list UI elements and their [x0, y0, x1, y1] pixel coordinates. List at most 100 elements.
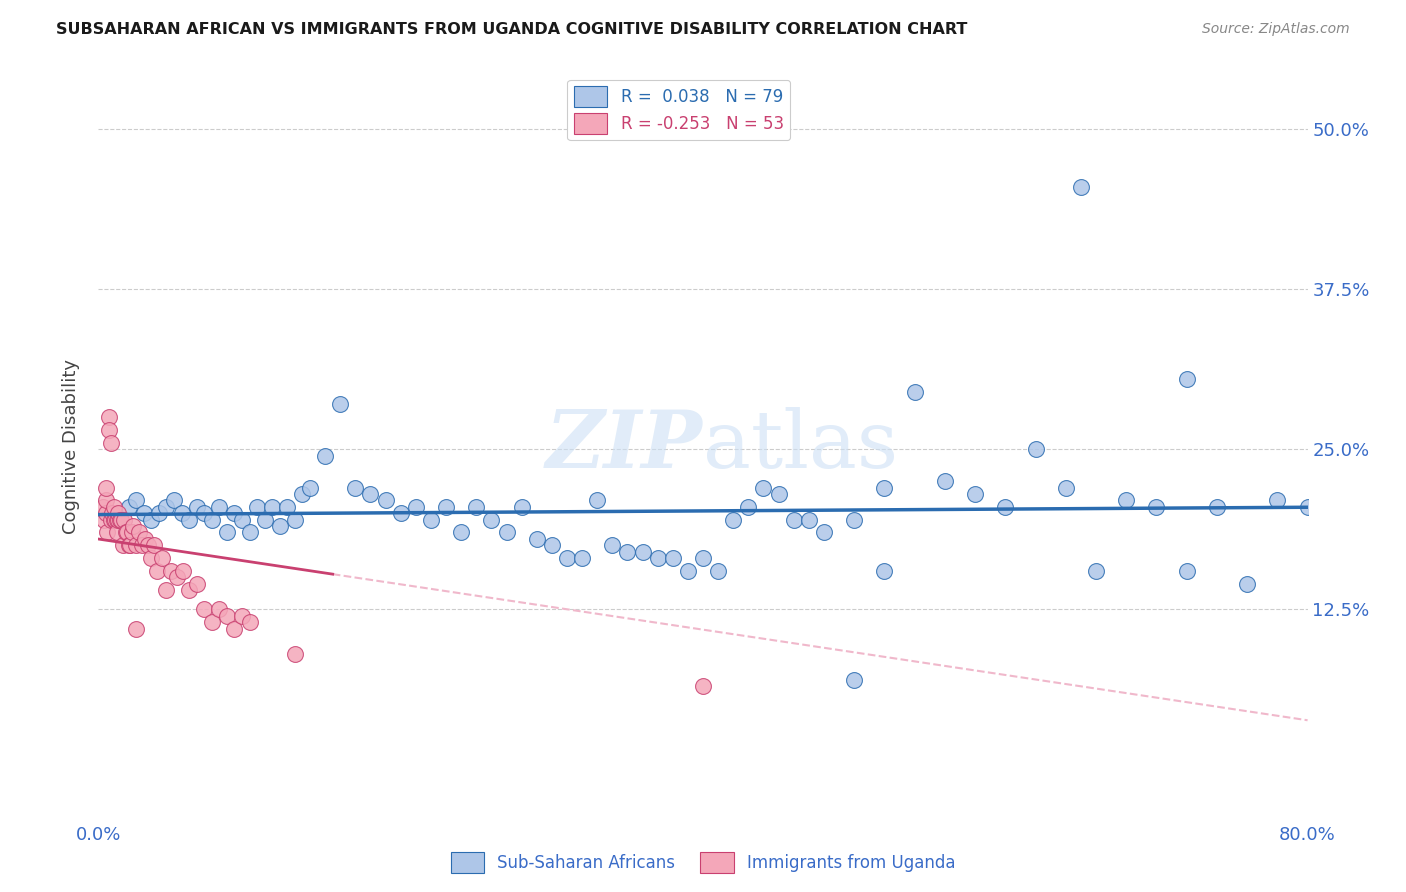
Point	[291, 487, 314, 501]
Point	[148, 506, 170, 520]
Point	[201, 615, 224, 629]
Point	[329, 397, 352, 411]
Text: ZIP: ZIP	[546, 408, 703, 484]
Point	[121, 525, 143, 540]
Point	[91, 500, 114, 514]
Point	[253, 513, 276, 527]
Point	[118, 538, 141, 552]
Point	[105, 525, 128, 540]
Point	[768, 487, 790, 501]
Point	[1267, 493, 1289, 508]
Point	[495, 525, 517, 540]
Point	[692, 551, 714, 566]
Point	[797, 513, 820, 527]
Point	[1296, 500, 1319, 514]
Point	[100, 435, 122, 450]
Legend: Sub-Saharan Africans, Immigrants from Uganda: Sub-Saharan Africans, Immigrants from Ug…	[444, 846, 962, 880]
Point	[571, 551, 593, 566]
Point	[186, 576, 208, 591]
Point	[1070, 179, 1092, 194]
Point	[166, 570, 188, 584]
Point	[163, 493, 186, 508]
Point	[103, 513, 125, 527]
Point	[193, 602, 215, 616]
Point	[131, 538, 153, 552]
Point	[208, 602, 231, 616]
Y-axis label: Cognitive Disability: Cognitive Disability	[62, 359, 80, 533]
Point	[128, 525, 150, 540]
Point	[136, 538, 159, 552]
Point	[723, 513, 745, 527]
Point	[231, 513, 253, 527]
Point	[1236, 576, 1258, 591]
Point	[179, 513, 201, 527]
Point	[661, 551, 683, 566]
Point	[98, 410, 121, 425]
Point	[122, 519, 145, 533]
Point	[1175, 564, 1198, 578]
Point	[450, 525, 472, 540]
Point	[1024, 442, 1046, 457]
Point	[1206, 500, 1229, 514]
Point	[873, 564, 896, 578]
Point	[737, 500, 759, 514]
Point	[284, 513, 307, 527]
Point	[98, 423, 121, 437]
Point	[141, 513, 163, 527]
Point	[108, 513, 131, 527]
Point	[481, 513, 503, 527]
Point	[104, 513, 127, 527]
Point	[526, 532, 548, 546]
Point	[510, 500, 533, 514]
Point	[134, 532, 156, 546]
Point	[965, 487, 987, 501]
Point	[246, 500, 269, 514]
Point	[262, 500, 284, 514]
Point	[904, 384, 927, 399]
Point	[813, 525, 835, 540]
Point	[132, 506, 155, 520]
Point	[125, 493, 148, 508]
Point	[160, 564, 183, 578]
Point	[224, 622, 246, 636]
Point	[215, 525, 238, 540]
Point	[844, 513, 866, 527]
Point	[155, 500, 177, 514]
Point	[101, 506, 124, 520]
Point	[707, 564, 730, 578]
Point	[179, 583, 201, 598]
Point	[155, 583, 177, 598]
Point	[111, 538, 134, 552]
Point	[193, 506, 215, 520]
Point	[344, 481, 367, 495]
Point	[934, 474, 956, 488]
Point	[118, 500, 141, 514]
Point	[208, 500, 231, 514]
Point	[125, 538, 148, 552]
Point	[110, 513, 132, 527]
Point	[844, 673, 866, 687]
Point	[170, 506, 193, 520]
Point	[94, 481, 117, 495]
Point	[201, 513, 224, 527]
Point	[107, 506, 129, 520]
Point	[405, 500, 427, 514]
Point	[120, 538, 142, 552]
Point	[555, 551, 578, 566]
Point	[100, 513, 122, 527]
Point	[434, 500, 457, 514]
Point	[1175, 372, 1198, 386]
Point	[215, 608, 238, 623]
Point	[94, 506, 117, 520]
Point	[314, 449, 336, 463]
Point	[94, 493, 117, 508]
Point	[239, 615, 262, 629]
Point	[114, 525, 136, 540]
Point	[231, 608, 253, 623]
Point	[107, 513, 129, 527]
Text: atlas: atlas	[703, 407, 898, 485]
Point	[172, 564, 194, 578]
Point	[143, 538, 166, 552]
Point	[105, 513, 128, 527]
Point	[420, 513, 443, 527]
